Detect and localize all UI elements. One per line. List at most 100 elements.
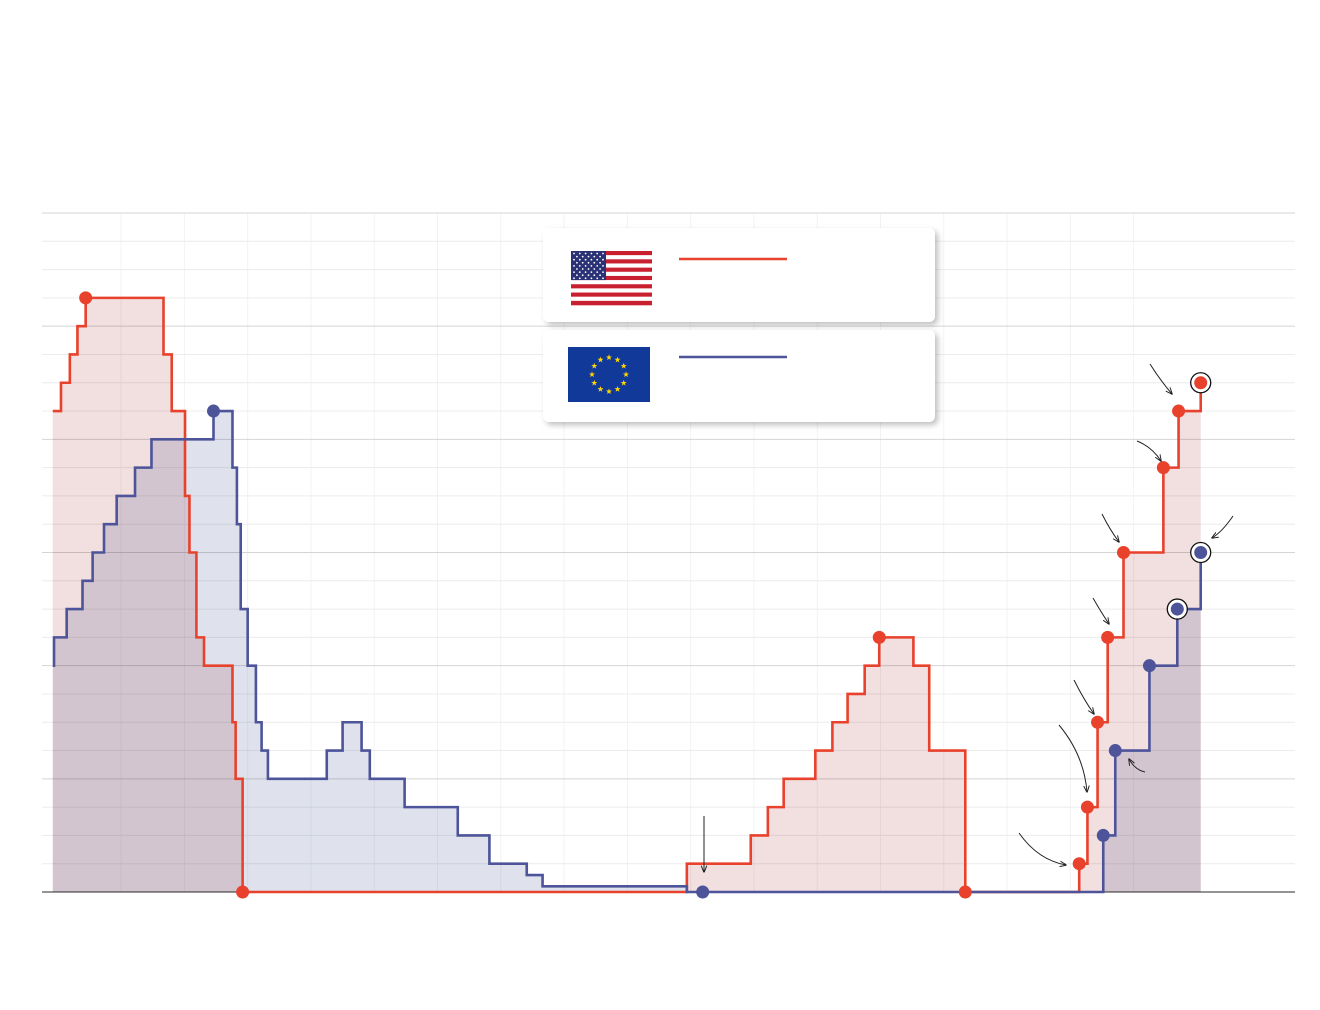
flag-star (605, 354, 613, 361)
flag-stripe (571, 292, 652, 297)
flag-stripe (571, 284, 652, 289)
flag-star (573, 258, 575, 261)
flag-stripe (571, 263, 652, 268)
flag-star (584, 277, 587, 280)
flag-star (596, 252, 599, 255)
flag-star (614, 356, 621, 363)
flag-star (578, 271, 581, 273)
marker (1096, 828, 1110, 842)
marker (236, 885, 250, 899)
flag-stripe (571, 296, 652, 302)
marker (206, 404, 220, 418)
flag-star (602, 252, 604, 255)
arrow (1129, 759, 1146, 773)
flag-stripe (571, 300, 652, 306)
flag-star (622, 371, 630, 378)
flag-star (590, 271, 593, 273)
marker (1170, 602, 1184, 616)
arrow (1092, 597, 1109, 624)
flag-star (573, 271, 575, 273)
marker (1172, 404, 1186, 418)
areas (52, 297, 1201, 892)
flag-star (597, 356, 604, 363)
flag-star (593, 255, 596, 258)
flag-star (573, 277, 575, 280)
line (52, 296, 1203, 894)
arrow (1101, 513, 1119, 542)
flag-star (597, 386, 604, 392)
flag-star (590, 252, 593, 255)
marker (1194, 376, 1208, 390)
flag-star (578, 252, 581, 255)
flag-star (590, 265, 593, 267)
line (52, 409, 1203, 894)
marker (79, 291, 93, 305)
flag-star (599, 255, 601, 258)
arrow (1212, 515, 1234, 538)
flag-stripe (571, 275, 652, 281)
flag-star (596, 258, 599, 261)
flag-star (596, 277, 599, 280)
marker (1142, 659, 1156, 673)
flag-star (584, 271, 587, 273)
arrow (1018, 832, 1066, 865)
eu-flag (568, 347, 650, 402)
marker (696, 885, 710, 899)
flag-star (576, 268, 578, 270)
flag-star (599, 274, 601, 277)
flag-star (584, 252, 587, 255)
marker (1117, 546, 1131, 559)
marker (1194, 546, 1208, 559)
flag-star (584, 258, 587, 261)
flag-star (573, 265, 575, 267)
flag-star (576, 261, 578, 264)
flag-star (578, 277, 581, 280)
flag-star (599, 261, 601, 264)
flag-star (573, 252, 575, 255)
area (52, 411, 1201, 892)
flag-star (591, 362, 598, 369)
flag-star (578, 265, 581, 267)
marker (872, 630, 886, 644)
annotation-arrows (704, 363, 1234, 872)
flag-star (596, 271, 599, 273)
flag-star (614, 386, 621, 392)
flag-star (578, 258, 581, 261)
markers (79, 291, 1212, 899)
flag-star (599, 268, 601, 270)
marker (1091, 715, 1105, 729)
us-flag (571, 251, 652, 306)
flag-star (602, 265, 604, 267)
flag-star (587, 261, 590, 264)
flag-stripe (571, 259, 652, 264)
arrow (1058, 724, 1087, 792)
flag-stripe (571, 280, 652, 285)
marker (1101, 630, 1115, 644)
arrow (1136, 440, 1161, 461)
flag-star (590, 258, 593, 261)
flag-star (620, 362, 627, 369)
legend (543, 228, 935, 422)
flag-stripe (571, 251, 652, 256)
flag-star (590, 277, 593, 280)
area (52, 297, 1201, 892)
flag-star (581, 268, 584, 270)
flag-star (587, 268, 590, 270)
flag-star (587, 274, 590, 277)
flag-star (581, 274, 584, 277)
flag-star (581, 255, 584, 258)
arrow (1073, 679, 1094, 714)
flag-star (596, 265, 599, 267)
marker (1108, 744, 1122, 758)
marker (1156, 461, 1170, 475)
flag-stripe (571, 271, 652, 277)
flag-star (576, 255, 578, 258)
flag-stripe (571, 255, 652, 260)
flag-star (576, 274, 578, 277)
lines (52, 296, 1203, 894)
flag-star (620, 379, 627, 386)
flag-star (581, 261, 584, 264)
flag-star (584, 265, 587, 267)
flag-star (591, 379, 598, 386)
